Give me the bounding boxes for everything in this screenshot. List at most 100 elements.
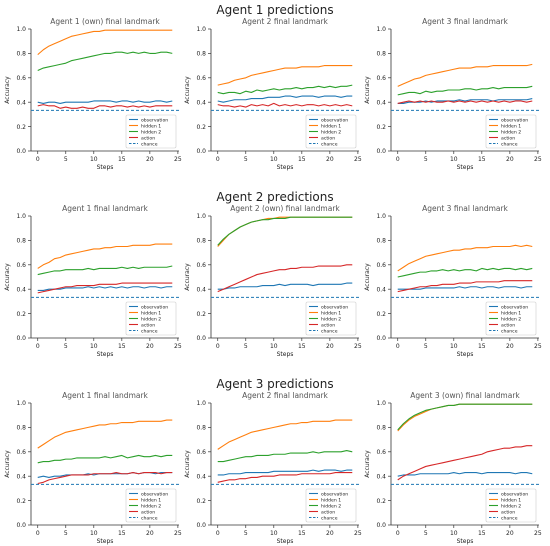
- series-line-hidden-2: [397, 85, 533, 96]
- subplot-title: Agent 3 (own) final landmark: [410, 391, 520, 400]
- x-axis-label: Steps: [97, 351, 114, 358]
- legend-label: observation: [501, 491, 528, 497]
- series-line-hidden-2: [217, 84, 353, 95]
- subplot-1: Agent 1 (own) final landmark 0.0 0.2 0.4 0.6…: [4, 17, 182, 171]
- legend-label: observation: [501, 304, 528, 310]
- legend-label: hidden 2: [501, 503, 521, 509]
- legend-label: observation: [501, 117, 528, 123]
- series-line-action: [37, 282, 173, 294]
- x-tick-label: 15: [478, 530, 486, 537]
- x-axis-label: Steps: [97, 164, 114, 171]
- series-line-observation: [397, 471, 533, 477]
- series-line-hidden-2: [217, 216, 353, 246]
- subplot-title: Agent 2 final landmark: [242, 17, 328, 26]
- legend-label: observation: [141, 117, 168, 123]
- legend-label: observation: [321, 491, 348, 497]
- y-tick-label: 1.0: [196, 26, 206, 33]
- y-tick-label: 0.4: [196, 99, 206, 106]
- x-axis-label: Steps: [277, 351, 294, 358]
- series-line-observation: [217, 282, 353, 290]
- legend-label: chance: [321, 328, 338, 334]
- legend-label: hidden 2: [321, 129, 341, 135]
- y-tick-label: 1.0: [16, 213, 26, 220]
- series-line-action: [397, 445, 533, 481]
- subplot-2: Agent 2 final landmark 0.0 0.2 0.4 0.6 0.8 1.0…: [184, 17, 362, 171]
- x-tick-label: 15: [298, 156, 306, 163]
- series-line-hidden-2: [37, 265, 173, 276]
- x-tick-label: 20: [506, 156, 514, 163]
- legend-label: observation: [141, 304, 168, 310]
- legend-label: observation: [141, 491, 168, 497]
- y-tick-label: 1.0: [16, 26, 26, 33]
- subplot-title: Agent 2 (own) final landmark: [230, 204, 340, 213]
- y-tick-label: 0.0: [196, 335, 206, 342]
- x-axis-label: Steps: [457, 351, 474, 358]
- series-line-hidden-1: [37, 29, 173, 56]
- x-tick-label: 25: [174, 530, 182, 537]
- legend-label: hidden 2: [501, 316, 521, 322]
- y-tick-label: 0.6: [196, 262, 206, 269]
- subplot-title: Agent 1 (own) final landmark: [50, 17, 160, 26]
- subplot-title: Agent 1 final landmark: [62, 204, 148, 213]
- y-tick-label: 0.6: [196, 75, 206, 82]
- x-axis-label: Steps: [457, 538, 474, 545]
- x-tick-label: 10: [270, 343, 278, 350]
- x-axis-label: Steps: [97, 538, 114, 545]
- legend-box: [485, 301, 537, 336]
- y-tick-label: 0.2: [376, 498, 386, 505]
- y-axis-label: Accuracy: [4, 263, 11, 291]
- series-line-observation: [397, 98, 533, 104]
- subplot-4: Agent 1 final landmark 0.0 0.2 0.4 0.6 0.8 1.0…: [4, 204, 182, 358]
- legend-label: chance: [501, 515, 518, 521]
- y-tick-label: 0.8: [16, 51, 26, 58]
- y-tick-label: 0.0: [16, 522, 26, 529]
- y-tick-label: 0.4: [376, 99, 386, 106]
- x-tick-label: 20: [326, 156, 334, 163]
- x-tick-label: 15: [298, 530, 306, 537]
- x-tick-label: 0: [396, 343, 400, 350]
- y-tick-label: 0.6: [16, 449, 26, 456]
- legend-box: [125, 114, 177, 149]
- subplot-7: Agent 1 final landmark 0.0 0.2 0.4 0.6 0.8 1.0…: [4, 391, 182, 545]
- y-tick-label: 0.8: [376, 425, 386, 432]
- x-tick-label: 5: [64, 343, 68, 350]
- x-tick-label: 5: [424, 156, 428, 163]
- row-title-agent-2: Agent 2 predictions: [216, 190, 334, 204]
- legend-label: action: [321, 135, 335, 141]
- legend-label: action: [141, 509, 155, 515]
- y-tick-label: 0.6: [16, 75, 26, 82]
- series-line-hidden-1: [217, 216, 353, 247]
- legend-label: hidden 2: [321, 503, 341, 509]
- series-line-hidden-2: [217, 450, 353, 463]
- legend-label: hidden 1: [501, 123, 521, 129]
- y-tick-label: 0.0: [376, 148, 386, 155]
- x-tick-label: 0: [216, 343, 220, 350]
- y-tick-label: 1.0: [196, 213, 206, 220]
- legend-label: chance: [141, 141, 158, 147]
- x-tick-label: 5: [244, 343, 248, 350]
- legend-label: hidden 1: [141, 497, 161, 503]
- legend-box: [485, 488, 537, 523]
- x-tick-label: 20: [146, 530, 154, 537]
- legend-label: chance: [141, 328, 158, 334]
- x-axis-label: Steps: [457, 164, 474, 171]
- legend-label: hidden 1: [141, 310, 161, 316]
- x-tick-label: 25: [534, 343, 542, 350]
- x-tick-label: 25: [534, 156, 542, 163]
- series-line-hidden-2: [37, 454, 173, 464]
- legend-box: [125, 301, 177, 336]
- x-tick-label: 0: [36, 343, 40, 350]
- x-axis-label: Steps: [277, 538, 294, 545]
- x-tick-label: 20: [506, 343, 514, 350]
- x-tick-label: 20: [146, 156, 154, 163]
- y-tick-label: 0.2: [196, 311, 206, 318]
- series-line-action: [37, 104, 173, 109]
- y-tick-label: 0.2: [16, 311, 26, 318]
- x-tick-label: 0: [36, 156, 40, 163]
- legend-label: hidden 1: [321, 497, 341, 503]
- legend-label: chance: [141, 515, 158, 521]
- x-tick-label: 25: [354, 530, 362, 537]
- subplot-title: Agent 3 final landmark: [422, 204, 508, 213]
- y-tick-label: 1.0: [16, 400, 26, 407]
- series-line-hidden-1: [397, 63, 533, 87]
